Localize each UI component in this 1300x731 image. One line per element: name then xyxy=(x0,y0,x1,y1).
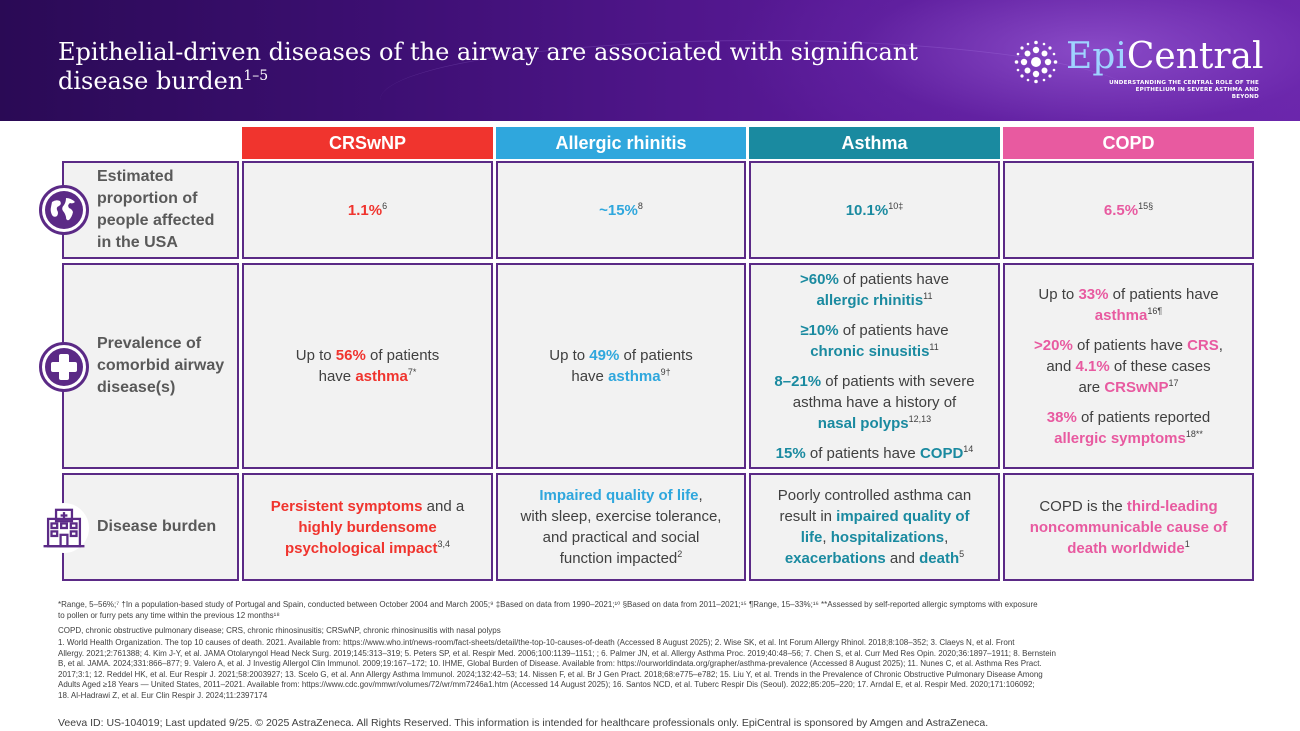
cell-comorbid-copd: Up to 33% of patients have asthma16¶ >20%… xyxy=(1003,263,1254,469)
hospital-icon xyxy=(39,503,89,553)
column-header-asthma: Asthma xyxy=(749,127,1000,159)
list-item: >20% of patients have CRS, and 4.1% of th… xyxy=(1034,336,1223,396)
cell-burden-crswnp: Persistent symptoms and a highly burdens… xyxy=(242,473,493,581)
cell-comorbid-allergic-rhinitis: Up to 49% of patients have asthma9† xyxy=(496,263,746,469)
list-item: 8–21% of patients with severe asthma have… xyxy=(774,372,975,432)
footnote-symbols: *Range, 5–56%;⁷ †In a population-based s… xyxy=(58,600,1038,620)
column-header-crswnp: CRSwNP xyxy=(242,127,493,159)
globe-icon xyxy=(39,185,89,235)
footnote-abbreviations: COPD, chronic obstructive pulmonary dise… xyxy=(58,626,501,635)
cell-burden-allergic-rhinitis: Impaired quality of life, with sleep, ex… xyxy=(496,473,746,581)
cell-burden-asthma: Poorly controlled asthma can result in i… xyxy=(749,473,1000,581)
cell-comorbid-asthma: >60% of patients have allergic rhinitis11… xyxy=(749,263,1000,469)
cell-proportion-asthma: 10.1%10‡ xyxy=(749,161,1000,259)
list-item: ≥10% of patients have chronic sinusitis11 xyxy=(800,321,949,360)
footnote-references: 1. World Health Organization. The top 10… xyxy=(58,638,1056,700)
cell-proportion-copd: 6.5%15§ xyxy=(1003,161,1254,259)
column-header-allergic-rhinitis: Allergic rhinitis xyxy=(496,127,746,159)
list-item: Up to 33% of patients have asthma16¶ xyxy=(1038,285,1219,324)
cell-burden-copd: COPD is the third-leading noncommunicabl… xyxy=(1003,473,1254,581)
list-item: >60% of patients have allergic rhinitis11 xyxy=(800,270,949,309)
medical-cross-icon xyxy=(39,342,89,392)
logo-dots-icon xyxy=(1014,40,1058,84)
row-label-proportion: Estimated proportion of people affected … xyxy=(62,161,239,259)
veeva-disclaimer: Veeva ID: US-104019; Last updated 9/25. … xyxy=(58,717,989,729)
list-item: 38% of patients reported allergic symptom… xyxy=(1046,408,1211,447)
logo-tagline: UNDERSTANDING THE CENTRAL ROLE OF THE EP… xyxy=(1109,80,1259,100)
cell-proportion-allergic-rhinitis: ~15%8 xyxy=(496,161,746,259)
column-header-copd: COPD xyxy=(1003,127,1254,159)
cell-proportion-crswnp: 1.1%6 xyxy=(242,161,493,259)
row-label-burden: Disease burden xyxy=(62,473,239,581)
cell-comorbid-crswnp: Up to 56% of patients have asthma7* xyxy=(242,263,493,469)
list-item: 15% of patients have COPD14 xyxy=(775,443,974,462)
epicentral-logo: EpiCentral UNDERSTANDING THE CENTRAL ROL… xyxy=(1014,36,1264,100)
header-wave xyxy=(380,40,1140,121)
page-title: Epithelial-driven diseases of the airway… xyxy=(58,38,918,95)
header-banner: Epithelial-driven diseases of the airway… xyxy=(0,0,1300,121)
logo-wordmark: EpiCentral xyxy=(1066,36,1264,77)
row-label-comorbid: Prevalence of comorbid airway disease(s) xyxy=(62,263,239,469)
